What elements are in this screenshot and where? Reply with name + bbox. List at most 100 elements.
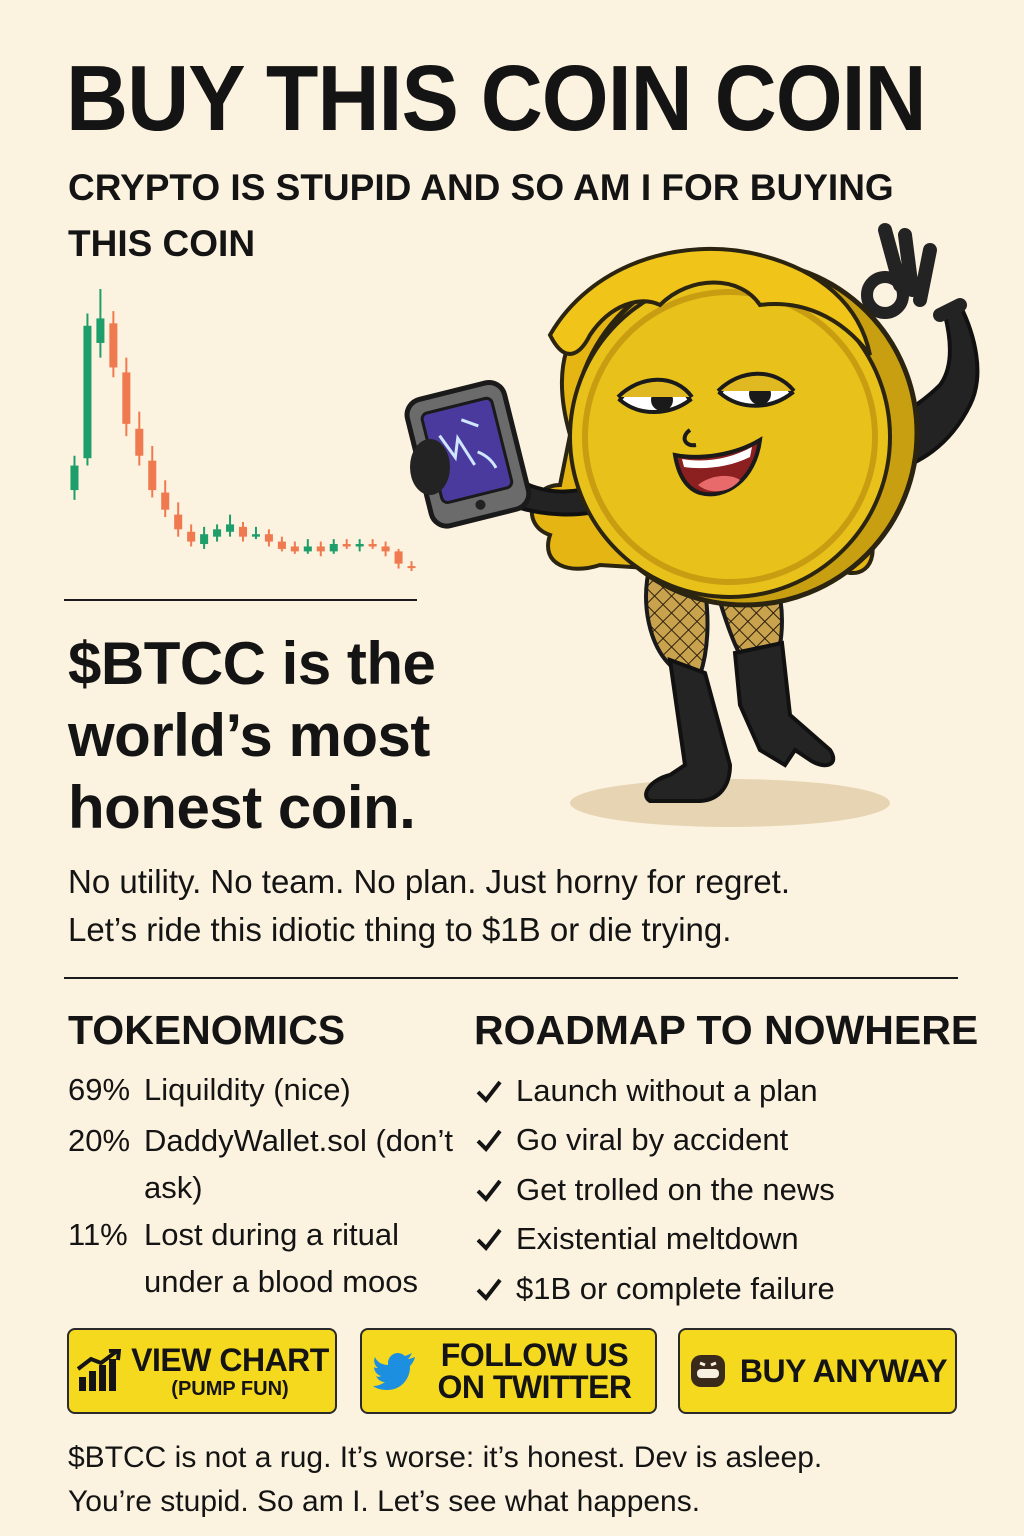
footer-line-2: You’re stupid. So am I. Let’s see what h… [68,1485,701,1518]
divider-top [64,599,417,601]
candle-body [329,544,338,552]
tokenomics-label: Liqui​ldity (nice) [144,1072,351,1107]
roadmap-item: Existential meltdown [474,1215,994,1265]
candle-body [238,526,248,537]
candle-body [135,428,144,456]
hero-tagline: No utility. No team. No plan. Just horny… [68,858,968,954]
candlestick [290,541,299,554]
candle-body [109,323,118,368]
roadmap-item-label: $1B or complete failure [516,1270,835,1306]
candle-body [264,534,273,542]
roadmap-item-label: Launch without a plan [516,1072,818,1108]
tokenomics-label: Lost during a ritual under a blood moos [144,1217,419,1299]
candle-body [174,514,183,530]
roadmap-heading: ROADMAP TO NOWHERE [474,1007,979,1053]
buy-anyway-text: BUY ANYWAY [739,1353,948,1389]
buy-anyway-button[interactable]: BUY ANYWAY [678,1328,957,1414]
view-chart-sublabel: (PUMP FUN) [171,1377,289,1400]
buy-anyway-label: BUY ANYWAY [739,1353,948,1389]
roadmap-item: Get trolled on the news [474,1165,994,1215]
checkmark-icon [476,1229,502,1252]
divider-middle [64,977,958,979]
view-chart-button[interactable]: VIEW CHART (PUMP FUN) [67,1328,337,1414]
candlestick [303,539,312,554]
candlestick [70,455,79,500]
candle-body [83,325,92,459]
candle-body [187,531,196,542]
candlestick [226,514,235,537]
page-title: BUY THIS COIN COIN [66,46,927,151]
mascot-ok-fingers [878,223,967,322]
roadmap-item: Launch without a plan [474,1066,994,1116]
checkmark-icon [476,1179,502,1202]
candlestick [264,529,273,547]
roadmap-item-label: Get trolled on the news [516,1171,835,1207]
roadmap-item-label: Existential meltdown [516,1221,799,1257]
candlestick [355,539,364,552]
price-chart [70,289,416,571]
candlestick [109,311,118,378]
candlestick [148,445,157,498]
footer-disclaimer: $BTCC is not a rug. It’s worse: it’s hon… [68,1436,968,1524]
candlestick [394,548,403,569]
candle-body [381,546,390,552]
candlestick [83,313,92,466]
mascot-tongue [698,475,740,492]
candle-body [342,544,351,547]
candlestick [381,541,390,557]
follow-twitter-button[interactable]: FOLLOW US ON TWITTER [360,1328,657,1414]
roadmap-item-label: Go viral by accident [516,1122,789,1158]
shrug-face-icon [690,1355,725,1387]
candlestick [238,521,248,542]
candlestick [342,539,351,549]
checkmark-icon [476,1278,502,1301]
tokenomics-percent: 69% [68,1072,131,1107]
roadmap-item: $1B or complete failure [474,1264,994,1314]
tokenomics-percent: 20% [68,1123,131,1158]
roadmap-list: Launch without a plan Go viral by accide… [474,1066,994,1314]
hero-headline: $BTCC is the world’s most honest coin. [68,630,436,841]
tokenomics-percent: 11% [68,1217,128,1252]
candlestick [329,539,338,554]
candlestick [187,524,196,547]
tokenomics-label: DaddyWallet.sol (don’t ask) [144,1123,453,1205]
mascot-hand-left [410,439,450,495]
mascot-ok-hand [861,271,909,319]
mascot-eyelid-right [716,371,796,393]
candle-body [394,551,403,564]
mascot-nose [682,428,697,448]
candle-body [226,524,235,532]
candle-body [70,465,79,491]
tokenomics-item: 20% DaddyWallet.sol (don’t ask) [68,1117,468,1211]
candle-body [122,372,131,424]
candle-body [161,492,170,510]
candle-body [407,566,416,569]
candle-body [355,544,364,547]
tokenomics-heading: TOKENOMICS [68,1007,346,1053]
candlestick [122,357,131,437]
candle-body [303,546,312,552]
view-chart-label: VIEW CHART [131,1341,329,1378]
mascot-boot-left [644,656,733,803]
mascot-teeth [682,447,752,469]
candlestick [96,289,105,358]
view-chart-text: VIEW CHART (PUMP FUN) [131,1344,329,1399]
mascot-shadow [570,779,890,827]
candlestick [407,561,416,571]
candlestick [277,536,286,552]
checkmark-icon [476,1130,502,1153]
page-subtitle: CRYPTO IS STUPID AND SO AM I FOR BUYING … [68,167,894,264]
candlestick [213,524,222,542]
twitter-bird-icon [372,1353,415,1390]
candlestick [368,539,377,549]
candlestick [200,526,209,549]
follow-twitter-label: FOLLOW US ON TWITTER [437,1337,632,1405]
tokenomics-item: 69% Liqui​ldity (nice) [68,1066,468,1113]
candlestick [316,541,325,557]
candle-body [368,544,377,547]
follow-twitter-text: FOLLOW US ON TWITTER [425,1339,645,1403]
tokenomics-item: 11% Lost during a ritual under a blood m… [68,1211,468,1305]
checkmark-icon [476,1080,502,1103]
tokenomics-list: 69% Liqui​ldity (nice) 20% DaddyWallet.s… [68,1066,468,1305]
bar-chart-up-icon [76,1349,122,1391]
